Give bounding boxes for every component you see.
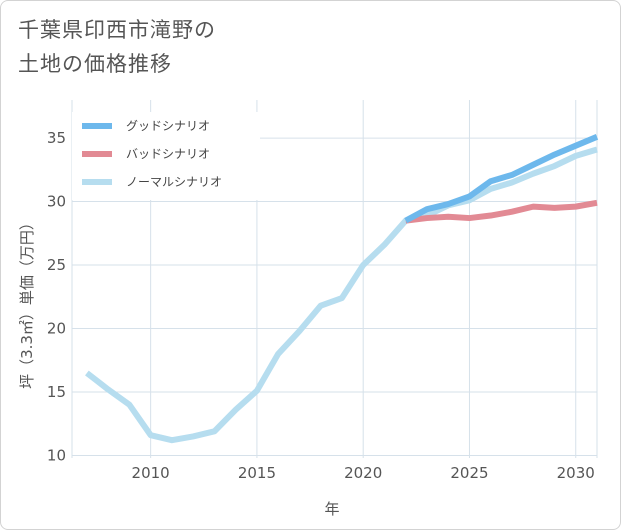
x-tick-label: 2015 bbox=[238, 464, 276, 482]
grid bbox=[71, 100, 598, 458]
y-tick-label: 30 bbox=[47, 193, 66, 211]
legend-label-2: ノーマルシナリオ bbox=[126, 175, 222, 189]
x-axis-label: 年 bbox=[324, 500, 339, 518]
chart-title-line-2: 土地の価格推移 bbox=[18, 52, 172, 76]
x-tick-label: 2030 bbox=[557, 464, 595, 482]
x-tick-labels: 2010 2015 2020 2025 2030 bbox=[132, 464, 595, 482]
legend-label-1: バッドシナリオ bbox=[126, 147, 210, 161]
series-lines bbox=[85, 134, 599, 444]
x-tick-label: 2020 bbox=[344, 464, 382, 482]
x-tick-label: 2025 bbox=[450, 464, 488, 482]
y-tick-label: 20 bbox=[47, 320, 66, 338]
x-tick-label: 2010 bbox=[132, 464, 170, 482]
y-tick-label: 10 bbox=[47, 446, 66, 464]
legend-label-0: グッドシナリオ bbox=[126, 119, 210, 133]
chart-title: 千葉県印西市滝野の 土地の価格推移 bbox=[18, 13, 216, 81]
y-tick-label: 25 bbox=[47, 256, 66, 274]
y-tick-label: 15 bbox=[47, 383, 66, 401]
series-line-1 bbox=[405, 199, 598, 224]
y-axis-label: 坪（3.3㎡）単価（万円） bbox=[18, 215, 36, 389]
y-tick-label: 35 bbox=[47, 129, 66, 147]
chart-title-line-1: 千葉県印西市滝野の bbox=[18, 18, 216, 42]
y-tick-labels: 10 15 20 25 30 35 bbox=[47, 129, 66, 464]
series-line-0 bbox=[404, 134, 599, 224]
series-line-2 bbox=[85, 146, 598, 444]
